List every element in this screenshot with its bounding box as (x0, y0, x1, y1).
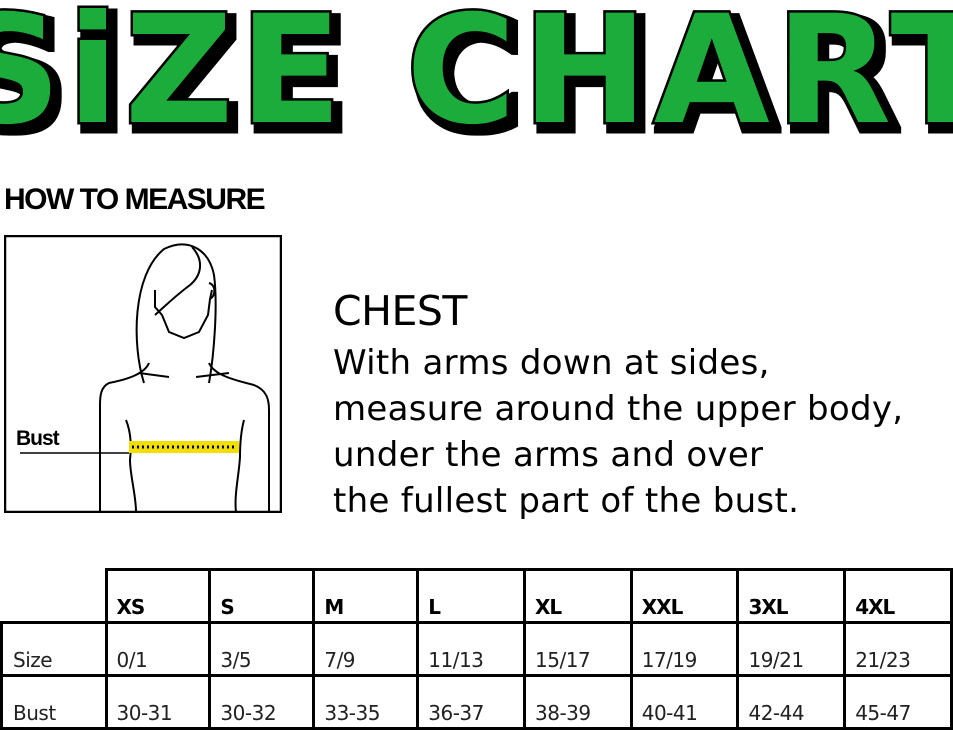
how-to-measure-heading: HOW TO MEASURE (4, 183, 266, 216)
table-cell: 45-47 (843, 674, 953, 730)
column-header: M (312, 568, 420, 624)
column-header: XXL (629, 568, 740, 624)
table-cell: 30-32 (208, 674, 316, 730)
column-header: S (208, 568, 316, 624)
table-row: Bust 30-31 30-32 33-35 36-37 38-39 40-41… (0, 674, 953, 730)
table-cell: 36-37 (416, 674, 526, 730)
chest-instructions: With arms down at sides, measure around … (333, 340, 903, 524)
title-text: SiZE CHART (0, 0, 953, 158)
table-cell: 7/9 (312, 621, 420, 677)
table-cell: 15/17 (523, 621, 633, 677)
instruction-line: the fullest part of the bust. (333, 481, 800, 521)
instruction-line: With arms down at sides, (333, 343, 770, 383)
table-cell: 17/19 (629, 621, 740, 677)
column-header: 4XL (843, 568, 953, 624)
table-header-row: XS S M L XL XXL 3XL 4XL (1, 568, 953, 624)
instruction-line: measure around the upper body, (333, 389, 904, 429)
row-header: Bust (0, 674, 108, 730)
corner-cell (1, 569, 108, 624)
table-row: Size 0/1 3/5 7/9 11/13 15/17 17/19 19/21… (0, 621, 953, 677)
column-header: L (416, 568, 526, 624)
chest-heading: CHEST (333, 287, 467, 335)
bust-label: Bust (16, 427, 60, 450)
row-header: Size (0, 621, 108, 677)
table-cell: 11/13 (416, 621, 526, 677)
column-header: 3XL (736, 568, 847, 624)
table-cell: 38-39 (523, 674, 633, 730)
table-cell: 0/1 (104, 621, 212, 677)
table-cell: 33-35 (312, 674, 420, 730)
table-cell: 42-44 (736, 674, 847, 730)
table-cell: 21/23 (843, 621, 953, 677)
table-cell: 19/21 (736, 621, 847, 677)
table-cell: 3/5 (208, 621, 316, 677)
instruction-line: under the arms and over (333, 435, 764, 475)
size-table: XS S M L XL XXL 3XL 4XL Size 0/1 3/5 7/9… (0, 568, 953, 730)
column-header: XL (523, 568, 633, 624)
table-cell: 40-41 (629, 674, 740, 730)
figure-drawing (3, 234, 283, 514)
size-chart-title: SiZE CHART (0, 0, 953, 161)
column-header: XS (104, 568, 212, 624)
measure-illustration: Bust (3, 234, 283, 514)
table-cell: 30-31 (104, 674, 212, 730)
